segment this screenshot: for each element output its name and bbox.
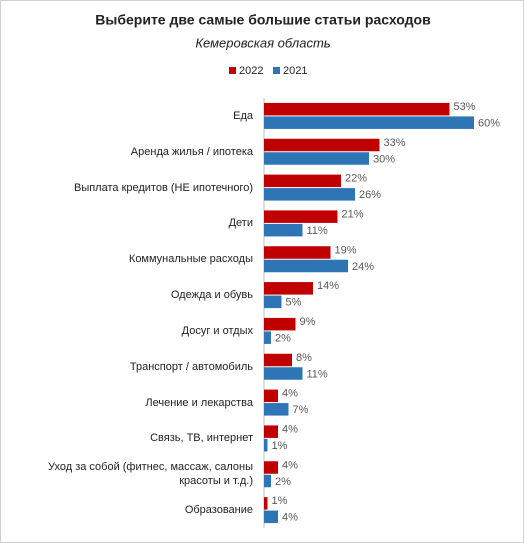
- bar: [264, 174, 341, 188]
- value-label: 5%: [286, 297, 302, 309]
- bar: [264, 353, 292, 367]
- value-label: 4%: [282, 388, 298, 400]
- bar: [264, 102, 450, 116]
- legend-label: 2021: [283, 65, 307, 77]
- value-label: 11%: [307, 368, 328, 380]
- bar: [264, 188, 355, 201]
- category-label: Аренда жилья / ипотека: [130, 145, 253, 158]
- bar: [264, 152, 369, 165]
- bar: [264, 246, 331, 259]
- category-label: Дети: [228, 217, 253, 230]
- value-label: 9%: [300, 316, 316, 328]
- value-label: 4%: [282, 424, 298, 436]
- value-label: 11%: [307, 225, 328, 237]
- category-label: Одежда и обувь: [170, 289, 253, 302]
- bar: [264, 116, 474, 129]
- category-label: Уход за собой (фитнес, массаж, салоны кр…: [47, 461, 253, 488]
- value-label: 19%: [335, 244, 357, 256]
- category-label: Образование: [184, 504, 253, 517]
- value-label: 4%: [282, 512, 298, 524]
- value-label: 22%: [345, 173, 367, 185]
- bar: [264, 282, 313, 295]
- category-label: Коммунальные расходы: [128, 253, 253, 266]
- bar: [264, 403, 289, 416]
- bar: [264, 425, 278, 438]
- bar: [264, 438, 268, 452]
- legend-label: 2022: [239, 65, 263, 77]
- value-label: 8%: [296, 352, 312, 364]
- chart-title: Выберите две самые большие статьи расход…: [95, 12, 431, 28]
- value-label: 53%: [454, 101, 476, 113]
- category-label: Связь, ТВ, интернет: [150, 432, 253, 445]
- bar: [264, 138, 380, 152]
- value-label: 4%: [282, 459, 298, 471]
- legend-swatch: [229, 67, 236, 74]
- value-label: 26%: [359, 189, 381, 201]
- bar: [264, 461, 278, 474]
- value-label: 1%: [272, 495, 288, 507]
- value-label: 24%: [352, 261, 374, 273]
- value-label: 1%: [272, 440, 288, 452]
- legend-swatch: [273, 67, 280, 74]
- value-label: 30%: [373, 153, 395, 165]
- bar: [264, 331, 271, 344]
- bar: [264, 497, 268, 510]
- value-label: 2%: [275, 476, 291, 488]
- category-label: Лечение и лекарства: [145, 396, 253, 409]
- category-label: Еда: [233, 109, 253, 122]
- value-label: 21%: [342, 209, 364, 221]
- bar: [264, 317, 296, 331]
- bar: [264, 295, 282, 309]
- value-label: 2%: [275, 333, 291, 345]
- bar: [264, 259, 348, 273]
- chart-subtitle: Кемеровская область: [195, 35, 330, 50]
- bar: [264, 474, 271, 488]
- category-label: Выплата кредитов (НЕ ипотечного): [73, 181, 253, 194]
- category-label: Досуг и отдых: [181, 324, 253, 337]
- bar: [264, 389, 278, 403]
- value-label: 60%: [478, 118, 500, 130]
- value-label: 14%: [317, 280, 339, 292]
- bar: [264, 210, 338, 223]
- bar: [264, 223, 303, 237]
- value-label: 7%: [293, 404, 309, 416]
- category-label: Транспорт / автомобиль: [129, 360, 253, 373]
- bar: [264, 367, 303, 380]
- value-label: 33%: [384, 137, 406, 149]
- bar: [264, 510, 278, 524]
